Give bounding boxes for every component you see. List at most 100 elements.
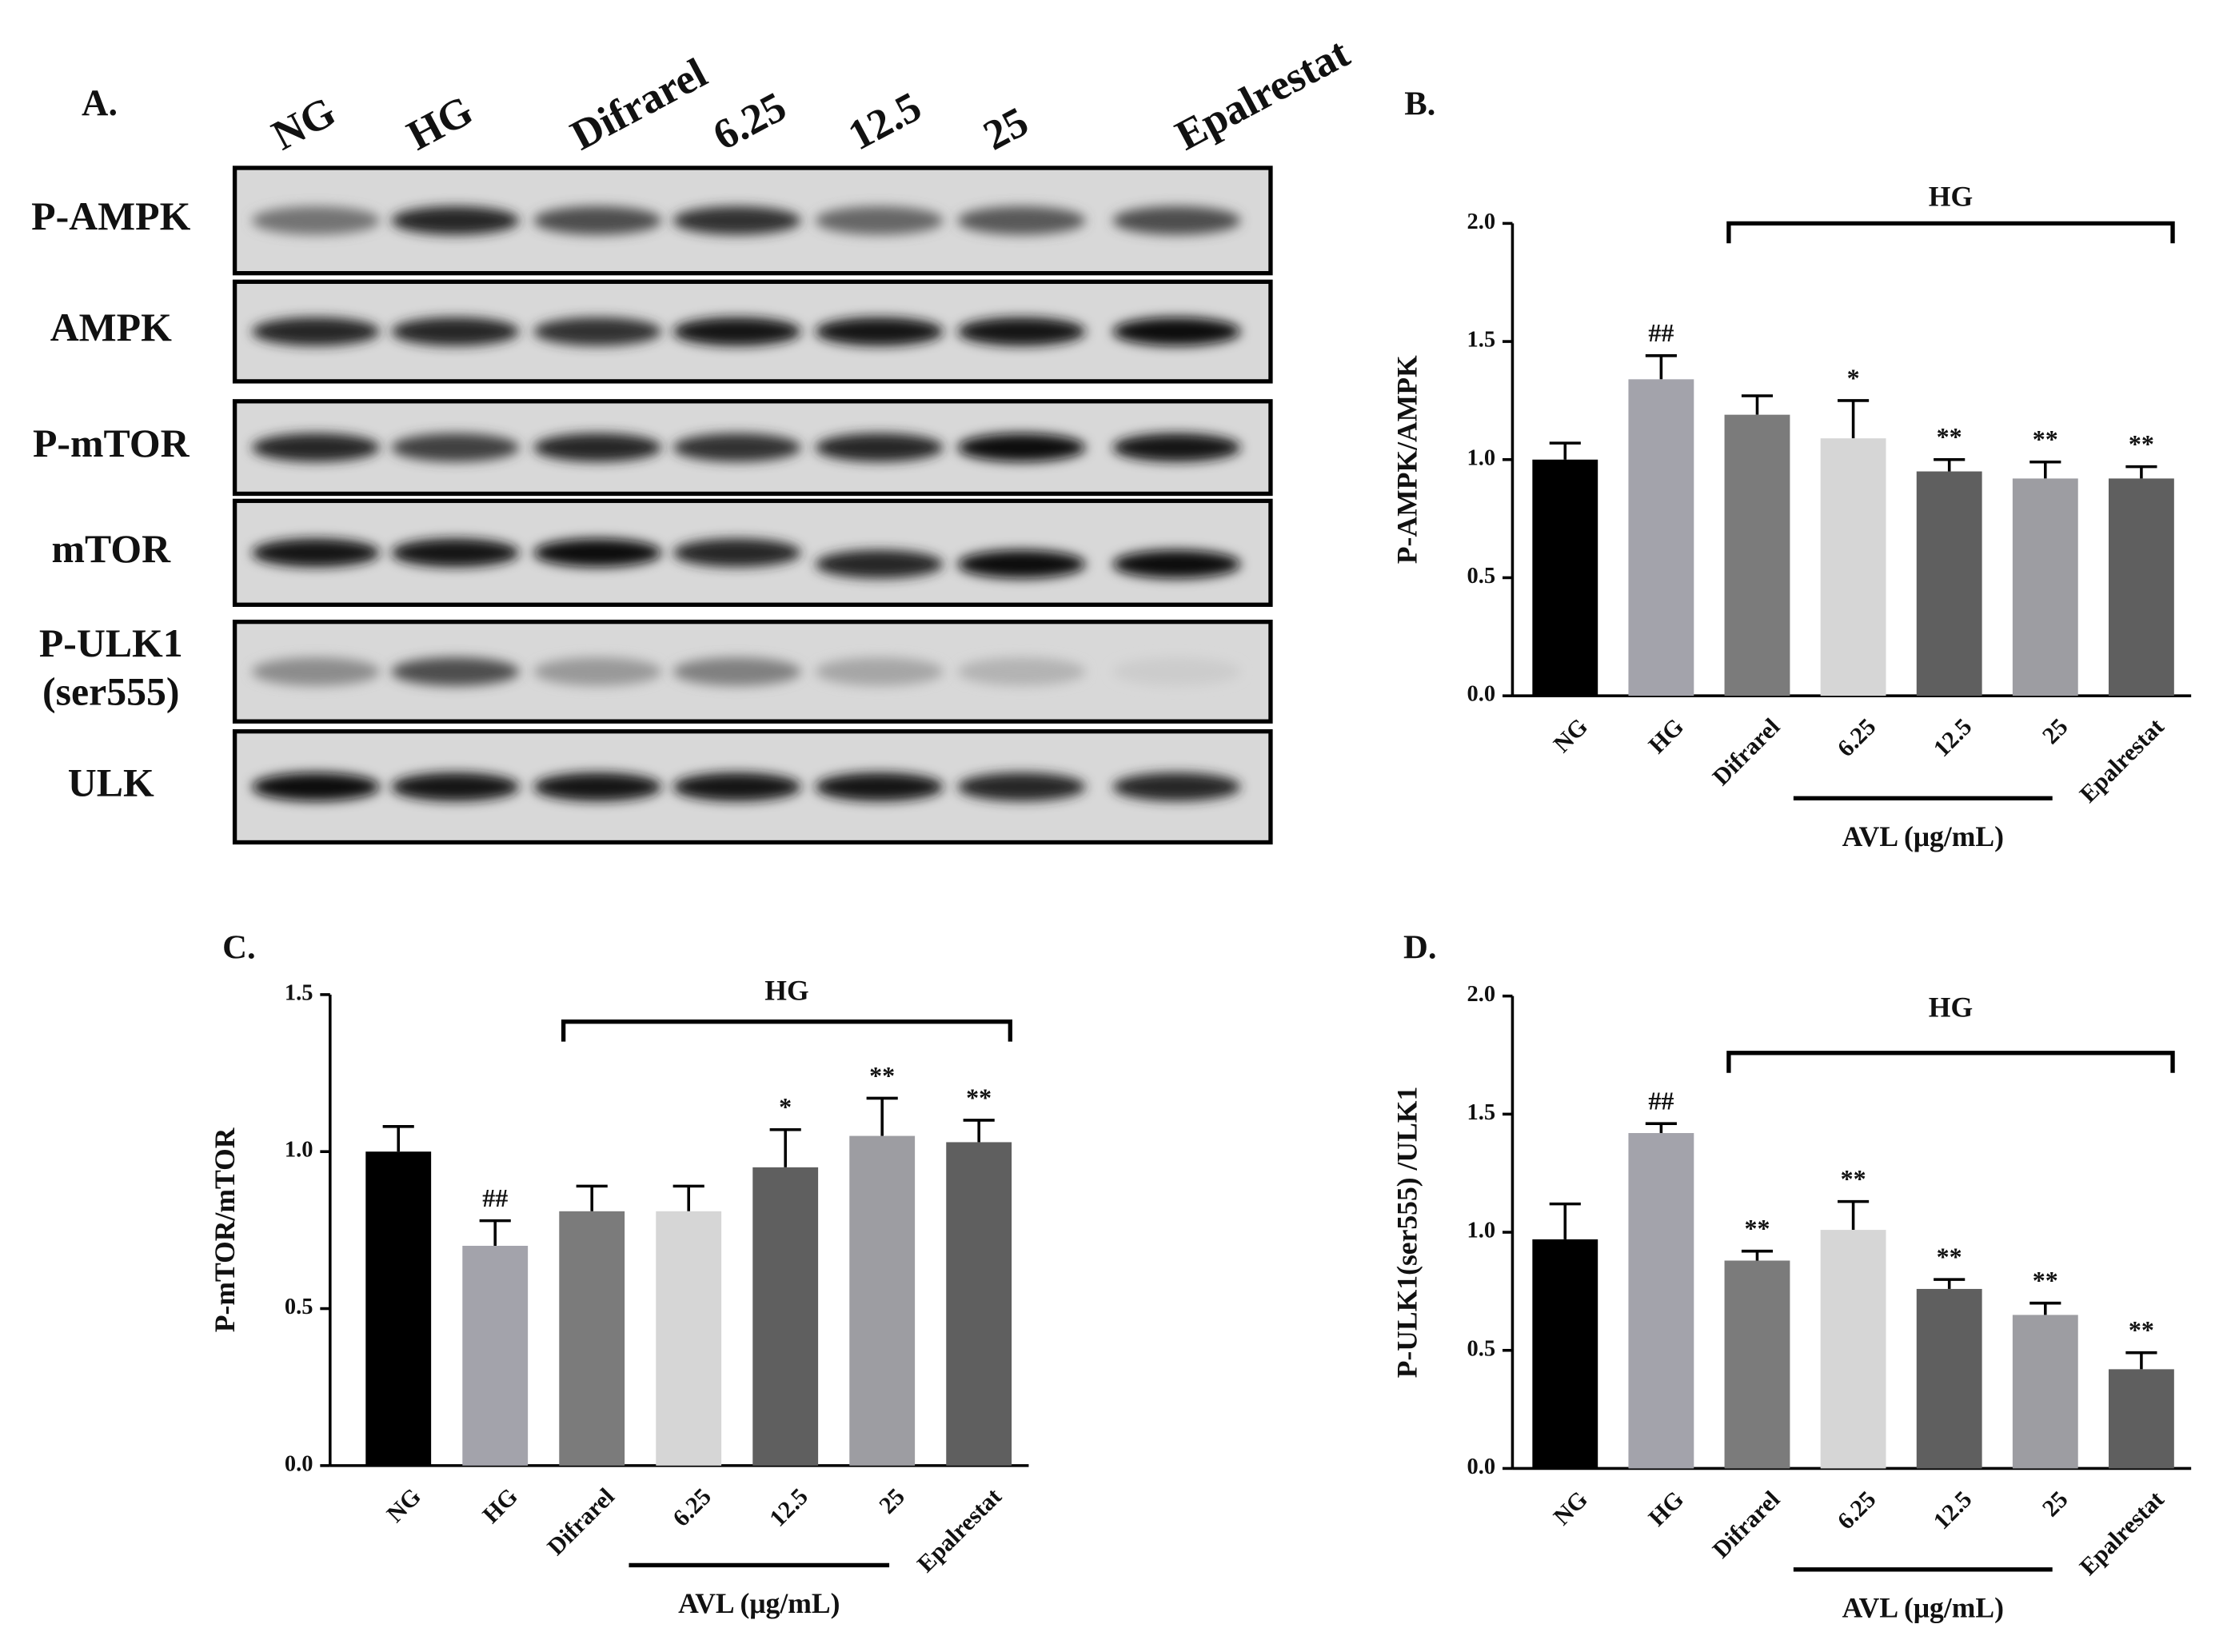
significance-label: ## — [1648, 1087, 1674, 1115]
lane-label: HG — [399, 86, 480, 159]
y-tick-label: 0.0 — [285, 1451, 313, 1476]
blot-band — [672, 317, 801, 346]
significance-label: ** — [2129, 1315, 2154, 1344]
blot-band — [533, 433, 662, 462]
blot-band — [391, 538, 520, 568]
lane-label: Epalrestat — [1167, 28, 1357, 159]
group-label: AVL (μg/mL) — [1842, 1592, 2004, 1624]
y-tick-label: 1.0 — [1467, 445, 1495, 470]
blot-band — [533, 772, 662, 801]
bar — [2012, 478, 2078, 696]
x-tick-label: 12.5 — [1928, 1486, 1977, 1534]
x-tick-label: HG — [477, 1482, 523, 1528]
significance-label: ** — [2129, 429, 2154, 458]
y-tick-label: 1.5 — [285, 980, 313, 1005]
significance-label: ## — [482, 1183, 508, 1212]
y-tick-label: 1.5 — [1467, 328, 1495, 353]
blot-band — [251, 206, 381, 235]
significance-label: ** — [1841, 1164, 1866, 1193]
y-tick-label: 1.0 — [1467, 1219, 1495, 1243]
significance-label: * — [1847, 363, 1860, 392]
significance-label: ** — [1937, 1243, 1962, 1271]
bracket — [1726, 221, 2175, 244]
x-tick-label: 25 — [2037, 713, 2073, 749]
blot-band — [815, 206, 944, 235]
blot-band — [957, 657, 1086, 686]
bar — [1724, 414, 1790, 696]
bar — [1820, 438, 1886, 696]
panel-label: C. — [222, 929, 255, 967]
significance-label: ** — [1744, 1214, 1770, 1243]
x-tick-label: 25 — [874, 1482, 910, 1518]
blot-band — [672, 433, 801, 462]
row-label: mTOR — [52, 527, 172, 571]
blot-band — [957, 206, 1086, 235]
x-tick-label: 25 — [2037, 1486, 2073, 1522]
y-tick-label: 0.5 — [1467, 564, 1495, 589]
blot-band — [251, 433, 381, 462]
blot-band — [815, 433, 944, 462]
panel-label: A. — [82, 83, 118, 124]
bar — [1916, 1288, 1982, 1469]
y-tick-label: 2.0 — [1467, 209, 1495, 234]
x-tick-label: 12.5 — [1928, 713, 1977, 762]
bracket-label: HG — [1929, 180, 1973, 212]
y-axis-label: P-AMPK/AMPK — [1391, 355, 1423, 564]
blot-band — [957, 549, 1086, 579]
blot-band — [391, 772, 520, 801]
lane-label: NG — [264, 87, 343, 160]
bar — [2108, 1369, 2174, 1469]
lane-label: 12.5 — [840, 82, 929, 160]
significance-label: ** — [966, 1083, 992, 1111]
blot-band — [672, 772, 801, 801]
lane-label: 6.25 — [705, 82, 794, 160]
bar — [559, 1211, 625, 1466]
x-tick-label: 6.25 — [1832, 713, 1881, 762]
blot-band — [251, 657, 381, 686]
bar — [1532, 459, 1598, 696]
bracket — [1726, 1051, 2175, 1073]
x-tick-label: Difrarel — [1707, 713, 1785, 791]
bar — [1532, 1239, 1598, 1469]
blot-band — [1112, 549, 1241, 579]
blot-band — [391, 433, 520, 462]
blot-band — [815, 657, 944, 686]
x-tick-label: NG — [1548, 1486, 1593, 1530]
bar — [2108, 478, 2174, 696]
bracket — [561, 1020, 1012, 1042]
bar — [752, 1167, 819, 1466]
row-label: P-AMPK — [31, 194, 190, 238]
bar — [1628, 379, 1694, 696]
significance-label: ** — [2033, 425, 2058, 453]
bar — [1820, 1230, 1886, 1469]
blot-band — [815, 317, 944, 346]
x-tick-label: NG — [381, 1482, 426, 1527]
y-tick-label: 0.0 — [1467, 1454, 1495, 1479]
bar — [1628, 1132, 1694, 1469]
significance-label: ## — [1648, 318, 1674, 347]
panel-label: B. — [1404, 85, 1435, 122]
bar — [946, 1142, 1012, 1466]
blot-band — [391, 657, 520, 686]
bar — [365, 1151, 432, 1466]
y-axis-label: P-ULK1(ser555) /ULK1 — [1391, 1087, 1423, 1379]
blot-band — [672, 206, 801, 235]
blot-band — [672, 538, 801, 568]
x-tick-label: Epalrestat — [2074, 1486, 2169, 1581]
significance-label: ** — [869, 1061, 895, 1090]
blot-band — [533, 206, 662, 235]
x-tick-label: NG — [1548, 713, 1593, 758]
group-label: AVL (μg/mL) — [678, 1587, 840, 1619]
y-tick-label: 1.5 — [1467, 1100, 1495, 1125]
blot-band — [251, 772, 381, 801]
blot-band — [1112, 772, 1241, 801]
bracket-label: HG — [764, 974, 808, 1006]
bar — [656, 1211, 722, 1466]
blot-band — [251, 538, 381, 568]
y-tick-label: 0.5 — [1467, 1336, 1495, 1361]
blot-band — [533, 538, 662, 568]
lane-label: Difrarel — [563, 49, 715, 160]
blot-band — [1112, 657, 1241, 686]
row-label: ULK — [68, 760, 154, 804]
